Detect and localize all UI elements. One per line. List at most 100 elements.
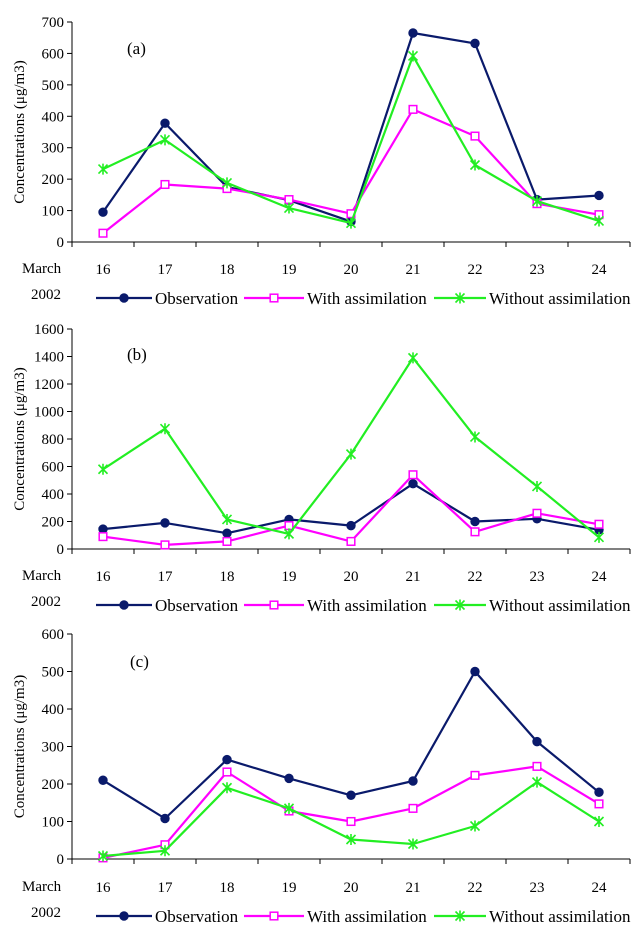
panel-b-with-assimilation-point-5-shape <box>408 470 418 480</box>
panel-c-with-assimilation-point-6 <box>470 770 480 780</box>
panel-b-ytick-label-7: 1400 <box>34 350 64 366</box>
panel-b-legend-with-assimilation-label: With assimilation <box>307 596 427 615</box>
panel-c-observation-point-3-shape <box>284 773 294 784</box>
panel-a-with-assimilation-point-3-shape <box>284 195 294 205</box>
panel-b-without-assimilation-point-1-shape <box>159 423 171 435</box>
panel-b-legend-without-assimilation-label: Without assimilation <box>489 596 631 615</box>
panel-c-observation-point-6 <box>470 666 480 677</box>
panel-a-without-assimilation-point-5-shape <box>407 50 419 62</box>
panel-b-without-assimilation-point-2-shape <box>221 513 233 525</box>
panel-b-with-assimilation-point-5 <box>408 470 418 480</box>
panel-b-legend-observation-marker-shape <box>119 600 129 610</box>
panel-a-legend-with-assimilation-label: With assimilation <box>307 289 427 308</box>
panel-b-ytick-label-4: 800 <box>42 432 65 448</box>
panel-a-ytick-label-7: 700 <box>42 15 65 31</box>
panel-c-legend-observation-label: Observation <box>155 907 239 926</box>
panel-c-ytick-label-0: 0 <box>57 852 65 868</box>
panel-b-with-assimilation-point-6-shape <box>470 527 480 537</box>
panel-c: 0 100 200 300 400 500 600 16 17 18 19 20 21 22 23 24 Mar… <box>12 627 631 926</box>
panel-c-ytick-label-6: 600 <box>42 627 65 643</box>
panel-a-xtick-label-2: 18 <box>220 262 235 278</box>
panel-c-xtick-label-7: 23 <box>530 880 545 896</box>
panel-b-with-assimilation-point-6 <box>470 527 480 537</box>
panel-b-with-assimilation-point-7-shape <box>532 508 542 518</box>
panel-b-observation-point-1 <box>160 518 170 528</box>
panel-c-observation-point-5-shape <box>408 776 418 786</box>
panel-c-legend-observation-marker <box>119 911 129 921</box>
panel-b-x-prefix-month: March <box>22 568 62 584</box>
panel-b-without-assimilation-point-4 <box>345 448 357 460</box>
panel-a-without-assimilation-point-2 <box>221 177 233 189</box>
panel-b-observation-point-4 <box>346 520 356 531</box>
panel-a-without-assimilation-point-7-shape <box>531 195 543 207</box>
panel-c-with-assimilation-point-5-shape <box>408 803 418 813</box>
panel-b-without-assimilation-point-4-shape <box>345 448 357 460</box>
panel-a-observation-point-6-shape <box>470 38 480 49</box>
panel-c-legend: Observation With assimilation Without assi… <box>96 907 631 926</box>
panel-c-observation-point-0-shape <box>98 775 108 785</box>
panel-a-without-assimilation-point-1 <box>159 134 171 146</box>
panel-a-legend-without-assimilation-marker-shape <box>454 292 466 304</box>
panel-a-ylabel: Concentrations (μg/m3) <box>12 60 28 203</box>
panel-b-observation-point-0-shape <box>98 524 108 534</box>
panel-a-xtick-label-6: 22 <box>468 262 483 278</box>
panel-c-observation-point-4-shape <box>346 790 356 800</box>
panel-c-observation-point-0 <box>98 775 108 785</box>
panel-c-xtick-label-5: 21 <box>406 880 421 896</box>
panel-c-xtick-label-8: 24 <box>592 880 608 896</box>
panel-b-series-observation <box>98 478 604 538</box>
panel-b-without-assimilation-point-8 <box>593 531 605 543</box>
panel-c-without-assimilation-point-3-shape <box>283 802 295 814</box>
panel-c-with-assimilation-point-2 <box>222 767 232 777</box>
panel-b-legend-with-assimilation-marker-shape <box>269 600 279 610</box>
panel-a-ytick-label-3: 300 <box>42 141 65 157</box>
panel-a-x-prefix-year: 2002 <box>31 287 61 303</box>
panel-b-observation-point-6 <box>470 516 480 527</box>
panel-a-with-assimilation-point-6 <box>470 131 480 141</box>
panel-a-without-assimilation-point-4-shape <box>345 217 357 229</box>
panel-a-label: (a) <box>127 39 146 58</box>
panel-a-without-assimilation-point-1-shape <box>159 134 171 146</box>
panel-c-xtick-label-6: 22 <box>468 880 483 896</box>
panel-a-xtick-label-3: 19 <box>282 262 297 278</box>
panel-b-observation-point-6-shape <box>470 516 480 527</box>
panel-b-legend-observation-marker <box>119 600 129 610</box>
panel-a-without-assimilation-point-0 <box>97 163 109 175</box>
panel-b-with-assimilation-point-1 <box>160 540 170 550</box>
panel-b-legend-with-assimilation-marker <box>269 600 279 610</box>
panel-a-series-with-assimilation <box>98 104 604 238</box>
panel-b-observation-point-1-shape <box>160 518 170 528</box>
panel-b-label: (b) <box>127 345 147 364</box>
panel-b-with-assimilation-point-2-shape <box>222 536 232 546</box>
panel-c-ytick-label-4: 400 <box>42 702 65 718</box>
panel-c-without-assimilation-point-1 <box>159 845 171 857</box>
panel-c-xtick-label-0: 16 <box>96 880 112 896</box>
panel-b-xtick-label-6: 22 <box>468 569 483 585</box>
panel-b-ytick-label-1: 200 <box>42 515 65 531</box>
panel-b-ytick-label-0: 0 <box>57 542 65 558</box>
panel-c-ytick-label-2: 200 <box>42 777 65 793</box>
panel-c-observation-point-5 <box>408 776 418 786</box>
panel-c-ytick-label-3: 300 <box>42 740 65 756</box>
panel-c-without-assimilation-point-7-shape <box>531 776 543 788</box>
panel-b-with-assimilation-point-3 <box>284 521 294 531</box>
panel-b-without-assimilation-line <box>102 356 600 539</box>
panel-c-without-assimilation-point-2 <box>221 782 233 794</box>
panel-c-xtick-label-2: 18 <box>220 880 235 896</box>
panel-c-with-assimilation-point-7-shape <box>532 761 542 771</box>
panel-a: 0 100 200 300 400 500 600 700 16 17 18 19 20 21 22 23 24… <box>12 15 631 308</box>
panel-a-without-assimilation-point-3-shape <box>283 202 295 214</box>
panel-a-xtick-label-8: 24 <box>592 262 608 278</box>
panel-a-without-assimilation-point-4 <box>345 217 357 229</box>
panel-c-legend-without-assimilation-marker <box>454 910 466 922</box>
panel-a-observation-point-0 <box>98 207 108 217</box>
panel-c-observation-point-1-shape <box>160 813 170 824</box>
panel-b-without-assimilation-point-2 <box>221 513 233 525</box>
panel-b-with-assimilation-point-8 <box>594 519 604 529</box>
panel-c-observation-point-4 <box>346 790 356 800</box>
panel-b: 0 200 400 600 800 1000 1200 1400 1600 16 17 18 19 20 2… <box>12 322 631 615</box>
panel-b-without-assimilation-point-8-shape <box>593 531 605 543</box>
panel-a-ytick-label-5: 500 <box>42 78 65 94</box>
panel-b-with-assimilation-point-0-shape <box>98 532 108 542</box>
panel-c-with-assimilation-point-5 <box>408 803 418 813</box>
